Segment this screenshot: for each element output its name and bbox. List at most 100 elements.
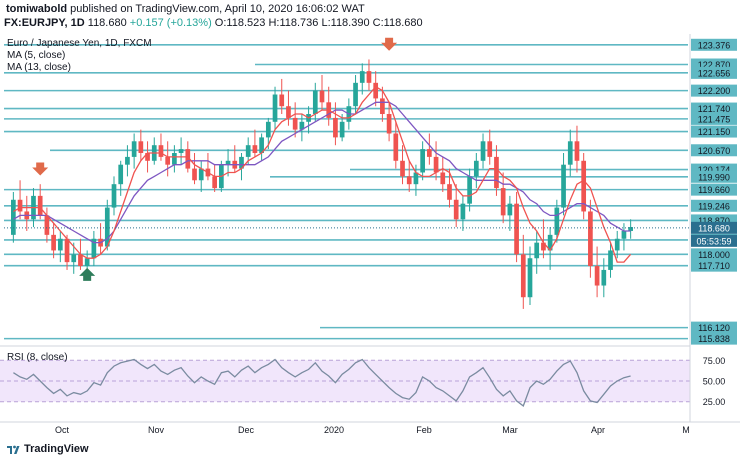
author-name[interactable]: tomiwabold [6,3,68,15]
candle[interactable] [541,219,546,259]
candle[interactable] [581,152,587,220]
candle[interactable] [601,258,607,298]
candle[interactable] [138,129,144,161]
candle[interactable] [319,75,325,111]
candle[interactable] [24,195,30,231]
candle[interactable] [359,63,365,95]
legend-ma5[interactable]: MA (5, close) [7,50,66,61]
open-label: O: [214,17,227,29]
candle[interactable] [212,164,217,192]
candle[interactable] [614,230,620,259]
candle[interactable] [420,141,425,181]
candle[interactable] [406,160,412,192]
candle[interactable] [366,59,372,91]
candle[interactable] [172,145,177,173]
candle[interactable] [131,133,137,169]
candle[interactable] [11,191,16,243]
candle[interactable] [527,246,533,306]
candle[interactable] [292,102,298,138]
candle[interactable] [487,129,493,165]
legend-ma13[interactable]: MA (13, close) [7,62,71,73]
candle[interactable] [192,152,197,185]
candle[interactable] [514,191,519,263]
candle[interactable] [380,86,385,122]
candle[interactable] [178,137,184,165]
candle-body [91,238,97,259]
candle[interactable] [339,114,345,142]
candle[interactable] [299,114,305,142]
candle[interactable] [252,129,258,157]
candle[interactable] [373,71,379,107]
candle[interactable] [91,230,97,267]
candle[interactable] [554,199,560,243]
candle[interactable] [326,86,332,126]
candle[interactable] [594,246,600,298]
candle[interactable] [306,106,311,134]
candle[interactable] [145,141,150,173]
candle[interactable] [198,160,204,192]
candle[interactable] [427,133,432,165]
candle[interactable] [71,242,77,274]
candle[interactable] [413,164,419,196]
candle[interactable] [500,172,506,224]
candle[interactable] [507,195,513,231]
legend-title[interactable]: Euro / Japanese Yen, 1D, FXCM [7,38,152,49]
candle[interactable] [494,145,499,196]
candle[interactable] [37,184,43,220]
candle[interactable] [440,156,446,192]
price-pane[interactable] [4,37,690,340]
candle[interactable] [547,227,553,270]
candle[interactable] [608,242,613,278]
rsi-pane[interactable] [0,358,690,407]
candle[interactable] [393,121,399,169]
candle[interactable] [125,145,130,177]
candle[interactable] [272,86,278,130]
candle[interactable] [433,141,439,181]
candle[interactable] [574,125,580,173]
candle[interactable] [628,219,633,239]
candle[interactable] [111,176,117,216]
candle[interactable] [561,152,566,216]
candle[interactable] [621,223,627,251]
candle[interactable] [520,234,526,309]
candle[interactable] [312,82,318,122]
candle[interactable] [64,234,70,270]
candle[interactable] [205,152,211,181]
candle[interactable] [534,230,540,274]
candle[interactable] [118,160,124,196]
candle[interactable] [57,230,63,263]
candle[interactable] [239,152,244,181]
candle[interactable] [480,133,486,169]
candle[interactable] [158,133,164,161]
countdown-tag [691,234,737,247]
candle[interactable] [460,195,466,231]
candle[interactable] [447,168,452,208]
price-level-tag [691,183,737,196]
candle[interactable] [588,199,593,278]
candle[interactable] [286,90,291,126]
candle[interactable] [165,141,171,177]
candle[interactable] [279,78,285,115]
candle[interactable] [51,223,56,259]
ma5-line [13,85,632,263]
candle[interactable] [151,137,157,165]
candle[interactable] [400,145,405,185]
candle[interactable] [232,145,238,173]
candle[interactable] [567,129,573,177]
candle[interactable] [259,133,264,161]
price-level-tag [691,170,737,183]
candle[interactable] [44,207,50,243]
candle[interactable] [353,75,358,115]
candle[interactable] [386,102,392,142]
candle[interactable] [104,199,110,251]
time-tick-label: Mar [502,425,518,435]
candle[interactable] [453,184,459,228]
rsi-legend[interactable]: RSI (8, close) [7,352,68,363]
candle[interactable] [17,180,23,220]
candle[interactable] [225,149,231,177]
close-value: 118.680 [383,17,423,29]
candle-body [487,141,493,157]
candle[interactable] [473,152,479,189]
tradingview-brand[interactable]: TradingView [24,443,89,455]
